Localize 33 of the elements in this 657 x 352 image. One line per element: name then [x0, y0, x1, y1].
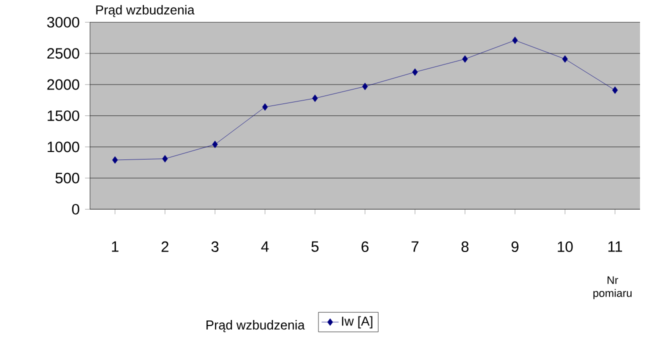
x-tick-label: 2: [162, 241, 168, 252]
x-tick-label: 6: [362, 241, 369, 252]
legend-label: Iw [A]: [342, 316, 372, 328]
x-tick-label: 3: [211, 241, 219, 252]
point: [312, 94, 318, 102]
point: [262, 103, 268, 111]
y-tick-label: 500: [55, 172, 80, 184]
point: [162, 154, 168, 162]
y-tick-label: 1000: [48, 142, 80, 152]
x-tick-label: 8: [462, 241, 469, 252]
y-tick-label: 3000: [47, 16, 80, 28]
point: [412, 68, 418, 76]
x-axis-title: Nr pomiaru: [593, 276, 632, 300]
legend-title: Prąd wzbudzenia: [206, 320, 305, 332]
point: [212, 140, 218, 148]
x-tick-label: 7: [412, 241, 418, 252]
point: [512, 36, 518, 44]
x-tick-label: 10: [558, 241, 573, 252]
y-tick-label: 2000: [47, 79, 80, 90]
x-tick-label: 4: [261, 241, 269, 252]
y-tick-label: 2500: [47, 48, 80, 59]
y-tick-label: 0: [72, 204, 80, 214]
point: [612, 86, 618, 94]
point: [462, 55, 468, 63]
x-tick-label: 9: [512, 241, 518, 252]
point: [562, 55, 568, 63]
x-tick-label: 1: [112, 241, 118, 252]
point: [362, 82, 368, 90]
x-tick-label: 5: [311, 241, 319, 252]
y-axis-title: Prąd wzbudzenia: [96, 4, 195, 17]
x-tick-label: 11: [608, 241, 622, 252]
y-tick-label: 1500: [48, 110, 80, 121]
point: [112, 156, 118, 164]
